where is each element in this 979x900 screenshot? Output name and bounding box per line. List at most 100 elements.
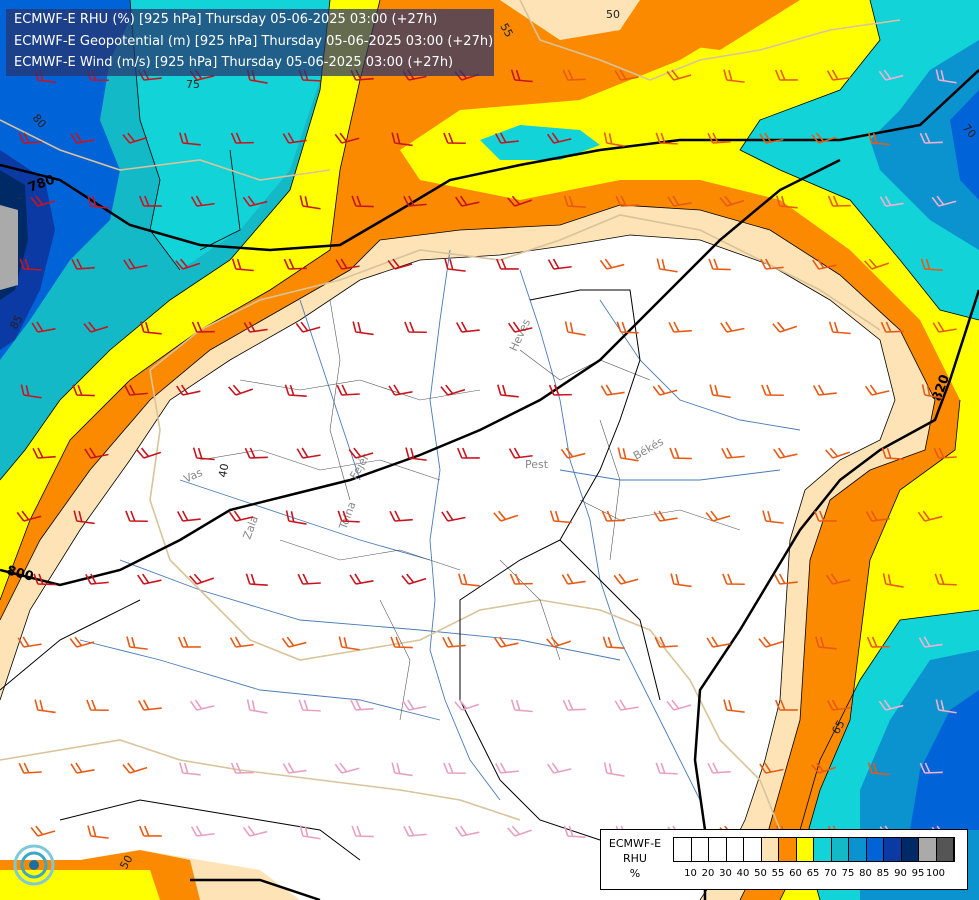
wind-barb	[878, 69, 904, 81]
wind-barb	[669, 447, 692, 460]
wind-barb	[18, 762, 42, 774]
rhu-contour-labels: 50 55 65 75 80 85 70 40 50	[7, 8, 978, 872]
wind-barb	[444, 258, 466, 272]
wind-barb	[242, 195, 268, 207]
wind-barb	[349, 573, 374, 585]
rhu-label: 75	[186, 78, 200, 91]
wind-barb	[334, 132, 360, 144]
wind-barb	[932, 321, 957, 333]
wind-barb	[705, 510, 731, 522]
wind-barb	[866, 636, 890, 648]
wind-barb	[443, 132, 466, 145]
legend-tick: 85	[876, 868, 890, 879]
legend-tick: 75	[841, 868, 855, 879]
wind-barb	[723, 699, 745, 713]
title-rhu: ECMWF-E RHU (%) [925 hPa] Thursday 05-06…	[14, 12, 438, 27]
wind-barb	[826, 69, 851, 81]
wind-barb	[825, 447, 851, 459]
wind-barb	[137, 573, 162, 585]
legend-color-cell	[691, 838, 709, 861]
legend-ticks: 10 20 30 40 50 55 60 65 70 75 80 85 90 95 100	[673, 868, 967, 882]
wind-barb	[177, 510, 201, 522]
wind-barb	[390, 636, 413, 649]
wind-barb	[935, 69, 957, 84]
wind-barb	[441, 510, 466, 522]
wind-barb	[920, 258, 943, 271]
wind-barb	[122, 762, 148, 774]
rhu-band-deepblue-right	[950, 90, 979, 200]
wind-barb	[230, 762, 254, 774]
wind-barb	[709, 384, 731, 399]
wind-barb	[30, 195, 56, 207]
wind-barb	[811, 762, 837, 774]
wind-barb	[656, 258, 678, 273]
wind-barb	[919, 762, 943, 774]
legend-tick: 60	[789, 868, 802, 879]
wind-barb	[722, 573, 745, 586]
wind-barb	[827, 195, 851, 207]
rivers	[79, 249, 801, 801]
wind-barb	[298, 699, 321, 712]
wind-barb	[17, 636, 42, 648]
wind-barb	[549, 510, 572, 524]
wind-barb	[708, 258, 731, 271]
wind-barb	[455, 825, 480, 837]
legend-color-cell	[884, 838, 902, 861]
wind-barb	[336, 384, 360, 396]
wind-barb	[282, 132, 307, 144]
wind-barb	[865, 510, 890, 522]
wind-barb	[761, 384, 784, 397]
wind-barb	[813, 510, 837, 522]
wind-barb	[243, 321, 268, 333]
wind-barb	[776, 195, 798, 209]
wind-barb	[87, 825, 109, 839]
wind-barb	[616, 321, 639, 334]
wind-barb	[878, 699, 904, 711]
rhu-label: 40	[216, 462, 231, 478]
wind-barb	[867, 132, 890, 146]
wind-barb	[34, 699, 56, 714]
wind-barb	[83, 321, 109, 333]
legend-color-cell	[779, 838, 797, 861]
legend-title-model: ECMWF-E	[608, 837, 662, 850]
wind-barb	[230, 132, 254, 144]
wind-barb	[668, 321, 692, 333]
wind-barb	[231, 258, 254, 272]
wind-barb	[719, 195, 745, 207]
wind-barb	[548, 384, 572, 396]
wind-barb	[547, 258, 572, 270]
wind-barb	[666, 69, 692, 81]
wind-barb	[85, 573, 109, 585]
wind-barb	[497, 384, 519, 398]
wind-barb	[493, 510, 519, 522]
wind-barb	[403, 195, 427, 207]
wind-barb	[507, 825, 533, 837]
geopotential-780	[0, 69, 979, 252]
legend-tick: 80	[859, 868, 872, 879]
wind-barb	[813, 384, 837, 396]
wind-barb	[563, 825, 586, 838]
wind-barb	[32, 447, 56, 459]
wind-barb	[229, 636, 254, 648]
wind-barb	[508, 447, 533, 459]
wind-barb	[667, 195, 692, 207]
wind-barb	[934, 573, 957, 586]
wind-barb	[600, 384, 625, 396]
wind-barb	[69, 636, 95, 648]
weather-logo-icon	[13, 844, 55, 886]
national-borders-dark	[0, 289, 661, 861]
wind-barb	[602, 636, 625, 649]
wind-barb	[125, 510, 148, 523]
wind-barb	[560, 447, 586, 459]
wind-barb	[655, 132, 678, 145]
wind-barb	[562, 69, 586, 81]
wind-barb	[615, 195, 639, 207]
legend-color-cell	[849, 838, 867, 861]
wind-barb	[919, 132, 943, 144]
wind-barb	[509, 573, 533, 585]
wind-barb	[138, 699, 162, 711]
wind-barb	[815, 636, 837, 650]
wind-barb	[338, 636, 360, 651]
wind-barb	[762, 510, 784, 524]
wind-barb	[931, 195, 957, 207]
